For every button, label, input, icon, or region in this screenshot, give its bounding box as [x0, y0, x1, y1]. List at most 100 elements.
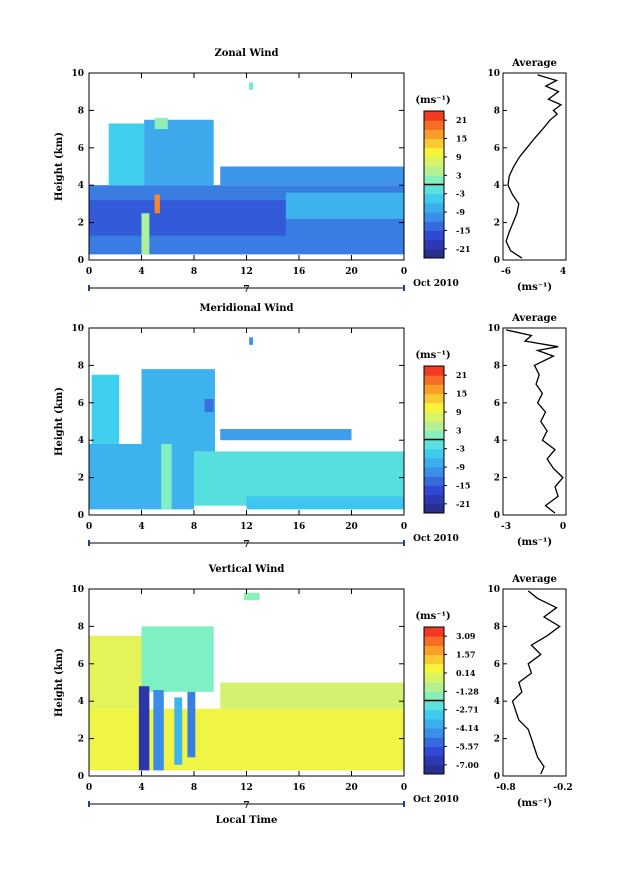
colorbar-tick-label: -9 — [456, 462, 465, 472]
colorbar-segment — [424, 485, 444, 496]
x-tick-label: 12 — [240, 783, 253, 793]
average-y-tick-label: 4 — [494, 181, 500, 191]
field-cell — [138, 686, 150, 771]
colorbar-segment — [424, 737, 444, 747]
average-title: Average — [511, 58, 557, 69]
colorbar-segment — [424, 718, 444, 729]
colorbar-segment — [424, 467, 444, 477]
colorbar-segment — [424, 402, 444, 413]
chart-title: Vertical Wind — [208, 564, 285, 575]
colorbar-tick-label: 3 — [456, 425, 462, 435]
x-tick-label: 8 — [191, 783, 197, 793]
heatmap-field — [89, 592, 404, 771]
heatmap-field — [89, 82, 404, 255]
heatmap-field — [89, 337, 404, 510]
field-cell — [154, 194, 160, 214]
y-tick-label: 6 — [78, 399, 84, 409]
date-label: 7 — [243, 540, 249, 550]
colorbar-unit: (ms⁻¹) — [415, 95, 450, 106]
x-tick-label: 16 — [293, 783, 306, 793]
average-x-tick-label: -0.8 — [496, 783, 515, 793]
average-frame — [502, 72, 567, 261]
colorbar-segment — [424, 627, 444, 637]
colorbar-segment — [424, 691, 444, 701]
colorbar-segment — [424, 430, 444, 440]
field-cell — [144, 119, 214, 186]
colorbar-tick-label: 3.09 — [456, 631, 476, 641]
average-y-tick-label: 8 — [494, 361, 500, 371]
chart-title: Zonal Wind — [214, 48, 278, 59]
field-cell — [89, 708, 404, 771]
colorbar-segment — [424, 494, 444, 505]
average-title: Average — [511, 574, 557, 585]
colorbar-segment — [424, 654, 444, 665]
average-y-tick-label: 0 — [494, 511, 500, 521]
average-y-tick-label: 0 — [494, 256, 500, 266]
colorbar-tick-label: -1.28 — [456, 686, 479, 696]
colorbar-tick-label: 21 — [456, 115, 467, 125]
average-x-tick-label: -3 — [501, 522, 511, 532]
colorbar-segment — [424, 166, 444, 176]
y-tick-label: 6 — [78, 660, 84, 670]
y-axis-label: Height (km) — [54, 387, 65, 456]
colorbar-segment — [424, 448, 444, 459]
average-y-tick-label: 4 — [494, 697, 500, 707]
colorbar-unit: (ms⁻¹) — [415, 350, 450, 361]
panel-2: Meridional Wind 0 2 4 6 8 10 Height (km) 0 4 8 12 16… — [54, 303, 567, 550]
field-cell — [153, 689, 164, 771]
x-tick-label: 0 — [86, 267, 92, 277]
x-tick-label: 4 — [138, 267, 144, 277]
colorbar-segment — [424, 212, 444, 222]
colorbar-tick-label: 3 — [456, 170, 462, 180]
x-tick-label: 8 — [191, 522, 197, 532]
colorbar-segment — [424, 636, 444, 646]
colorbar-segment — [424, 175, 444, 185]
colorbar-segment — [424, 138, 444, 149]
colorbar-segment — [424, 682, 444, 692]
average-x-label: (ms⁻¹) — [517, 282, 552, 293]
y-tick-label: 0 — [78, 772, 84, 782]
x-tick-label: 8 — [191, 267, 197, 277]
colorbar-unit: (ms⁻¹) — [415, 611, 450, 622]
x-tick-label: 20 — [345, 522, 358, 532]
average-profile-line — [511, 590, 561, 775]
colorbar-segment — [424, 193, 444, 204]
colorbar-segment — [424, 764, 444, 775]
field-cell — [174, 697, 183, 765]
average-title: Average — [511, 313, 557, 324]
average-x-label: (ms⁻¹) — [517, 537, 552, 548]
x-tick-label: 12 — [240, 267, 253, 277]
colorbar-tick-label: -15 — [456, 225, 470, 235]
y-tick-label: 6 — [78, 144, 84, 154]
colorbar-segment — [424, 700, 444, 711]
colorbar-tick-label: -3 — [456, 189, 465, 199]
colorbar-segment — [424, 147, 444, 158]
colorbar-segment — [424, 645, 444, 656]
average-y-tick-label: 2 — [494, 474, 500, 484]
y-tick-label: 10 — [71, 585, 84, 595]
average-y-tick-label: 8 — [494, 106, 500, 116]
field-cell — [285, 192, 404, 219]
colorbar-segment — [424, 476, 444, 486]
average-y-tick-label: 2 — [494, 219, 500, 229]
colorbar-segment — [424, 672, 444, 683]
date-label: 7 — [243, 801, 249, 811]
y-tick-label: 0 — [78, 511, 84, 521]
average-y-tick-label: 8 — [494, 622, 500, 632]
average-y-tick-label: 6 — [494, 144, 500, 154]
average-x-tick-label: 0 — [560, 522, 566, 532]
y-tick-label: 8 — [78, 622, 84, 632]
colorbar-tick-label: 0.14 — [456, 668, 476, 678]
average-frame — [502, 327, 567, 516]
field-cell — [108, 123, 145, 186]
average-x-tick-label: -0.2 — [553, 783, 572, 793]
colorbar-tick-label: 21 — [456, 370, 467, 380]
colorbar-segment — [424, 421, 444, 431]
colorbar-segment — [424, 248, 444, 259]
x-tick-label: 0 — [401, 267, 407, 277]
average-y-tick-label: 6 — [494, 399, 500, 409]
colorbar-segment — [424, 663, 444, 674]
